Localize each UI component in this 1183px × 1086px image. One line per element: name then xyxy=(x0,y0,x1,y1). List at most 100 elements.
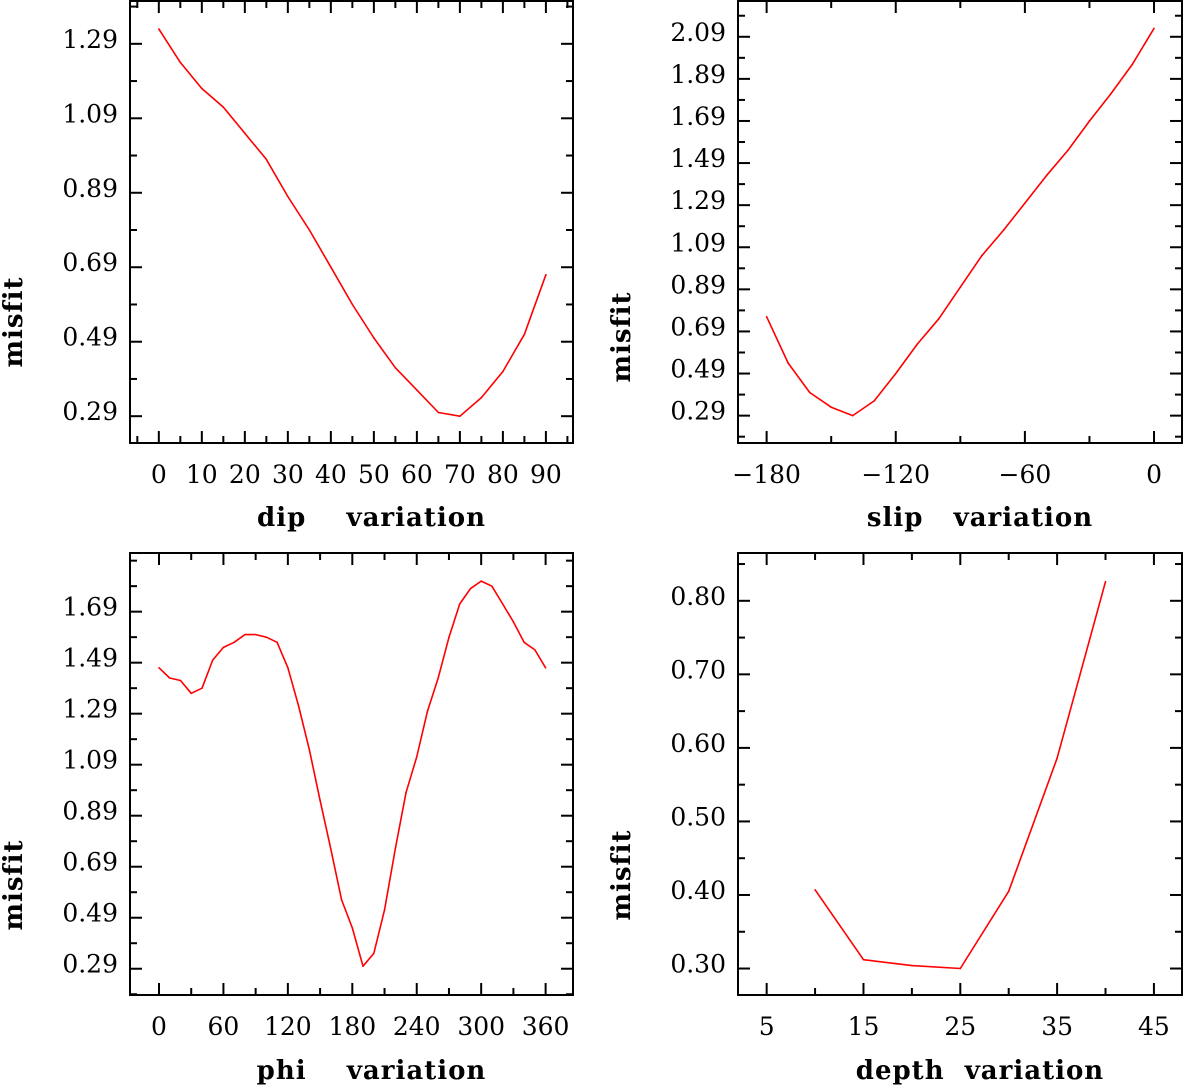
x-tick-label: 30 xyxy=(272,460,304,489)
x-tick-label: 15 xyxy=(848,1012,880,1041)
data-point xyxy=(179,61,182,64)
x-tick-label: −60 xyxy=(999,460,1052,489)
x-tick-label: 80 xyxy=(487,460,519,489)
y-tick-label: 1.09 xyxy=(670,228,726,257)
data-point xyxy=(287,195,289,198)
data-point xyxy=(851,414,854,417)
x-tick-label: 0 xyxy=(151,460,167,489)
data-point xyxy=(448,636,450,638)
x-tick-label: 25 xyxy=(944,1012,976,1041)
data-point xyxy=(276,641,278,644)
y-tick-label: 1.09 xyxy=(62,746,118,775)
x-tick-label: 0 xyxy=(151,1012,167,1041)
data-point xyxy=(158,666,160,669)
data-point xyxy=(201,687,203,689)
y-tick-label: 1.29 xyxy=(62,695,118,724)
x-tick-label: −180 xyxy=(732,460,801,489)
misfit-series-line xyxy=(158,580,547,968)
x-tick-label: 45 xyxy=(1138,1012,1170,1041)
data-point xyxy=(1153,27,1155,30)
y-tick-label: 0.30 xyxy=(670,950,726,979)
y-tick-label: 0.29 xyxy=(62,397,118,426)
data-point xyxy=(1045,174,1048,177)
data-point xyxy=(394,848,397,850)
x-tick-label: 0 xyxy=(1146,460,1162,489)
data-point xyxy=(981,254,983,257)
data-point xyxy=(534,649,536,651)
data-point xyxy=(814,889,816,891)
data-point xyxy=(179,679,182,682)
data-point xyxy=(351,927,354,929)
data-point xyxy=(265,636,268,638)
data-point xyxy=(480,396,483,399)
x-tick-label: 5 xyxy=(759,1012,775,1041)
y-tick-label: 0.89 xyxy=(62,797,118,826)
data-point xyxy=(416,389,418,391)
y-tick-label: 0.70 xyxy=(670,655,726,684)
data-point xyxy=(830,406,832,409)
data-point xyxy=(211,659,214,661)
y-tick-label: 0.49 xyxy=(62,323,118,352)
data-point xyxy=(787,362,789,364)
data-point xyxy=(491,585,493,587)
data-point xyxy=(1104,580,1107,583)
plot-frame xyxy=(737,0,1183,444)
data-point xyxy=(405,791,407,794)
y-tick-label: 0.60 xyxy=(670,729,726,758)
panel-depth: 5 15 25 35 45 0.30 0.40 0.50 0.60 0.70 0.80 depth v… xyxy=(607,552,1183,1086)
data-point xyxy=(459,415,461,417)
x-tick-label: 35 xyxy=(1041,1012,1073,1041)
x-tick-label: 70 xyxy=(444,460,476,489)
y-tick-label: 0.69 xyxy=(62,248,118,277)
data-point xyxy=(523,641,525,644)
x-axis-title: depth variation xyxy=(856,1056,1104,1086)
data-point xyxy=(201,87,203,90)
misfit-series-line xyxy=(158,28,547,418)
data-point xyxy=(287,666,289,669)
data-point xyxy=(545,273,547,276)
x-tick-label: 50 xyxy=(358,460,390,489)
plot-frame xyxy=(129,0,574,444)
y-tick-label: 0.40 xyxy=(670,876,726,905)
data-point xyxy=(415,756,418,758)
data-point xyxy=(916,343,919,345)
data-point xyxy=(190,692,193,695)
y-tick-label: 0.89 xyxy=(62,174,118,203)
data-point xyxy=(265,158,268,161)
x-tick-label: 360 xyxy=(522,1012,570,1041)
y-tick-label: 1.69 xyxy=(62,593,118,622)
x-tick-label: 120 xyxy=(264,1012,312,1041)
data-point xyxy=(437,677,440,679)
data-point xyxy=(222,646,225,649)
data-point xyxy=(362,965,364,967)
x-axis-title: phi variation xyxy=(257,1056,487,1086)
data-point xyxy=(1002,229,1005,232)
data-point xyxy=(233,641,235,644)
data-point xyxy=(959,967,962,970)
data-point xyxy=(1024,202,1026,204)
data-point xyxy=(297,705,300,707)
y-tick-label: 1.49 xyxy=(670,144,726,173)
y-tick-label: 1.29 xyxy=(670,186,726,215)
y-tick-label: 1.69 xyxy=(670,102,726,131)
data-point xyxy=(512,621,515,623)
x-tick-label: 240 xyxy=(393,1012,441,1041)
panel-slip: −180 −120 −60 0 0.29 0.49 0.69 0.89 1.09 1.29 1.49… xyxy=(607,0,1183,533)
x-tick-label: −120 xyxy=(861,460,930,489)
misfit-series-line xyxy=(765,27,1155,417)
plot-frame xyxy=(737,552,1183,996)
data-point xyxy=(1067,149,1069,152)
data-point xyxy=(523,333,526,336)
data-point xyxy=(480,580,482,582)
data-point xyxy=(330,848,332,850)
data-point xyxy=(437,411,440,414)
y-tick-label: 0.49 xyxy=(670,355,726,384)
data-point xyxy=(383,909,386,911)
y-tick-label: 0.69 xyxy=(62,848,118,877)
x-axis-title: dip variation xyxy=(257,503,486,533)
data-point xyxy=(458,603,461,605)
data-point xyxy=(469,587,472,590)
data-point xyxy=(1088,120,1091,122)
x-tick-label: 60 xyxy=(208,1012,240,1041)
